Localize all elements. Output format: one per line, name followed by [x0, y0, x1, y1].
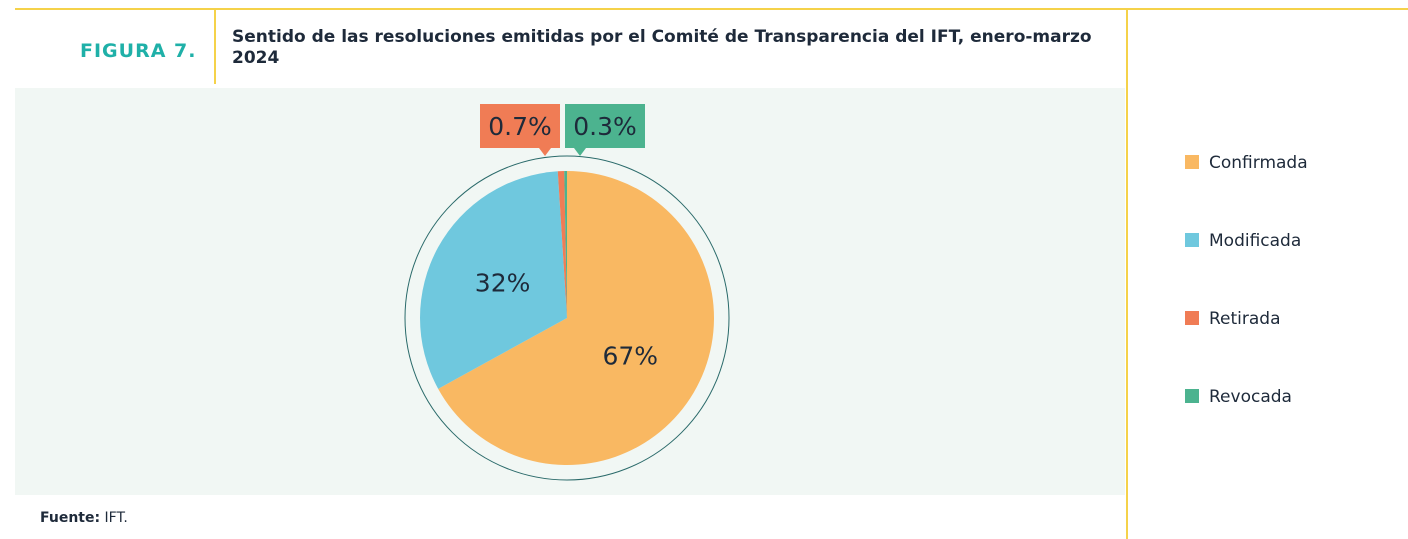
legend-swatch — [1185, 311, 1199, 325]
legend-swatch — [1185, 389, 1199, 403]
legend-label: Confirmada — [1209, 153, 1308, 173]
callout-pointer — [574, 148, 586, 156]
source-text: IFT. — [104, 510, 128, 526]
data-label: 0.7% — [488, 112, 552, 141]
legend-label: Revocada — [1209, 387, 1292, 407]
legend-swatch — [1185, 155, 1199, 169]
pie-slice — [557, 171, 567, 318]
header-divider — [214, 8, 216, 84]
figure-label: FIGURA 7. — [80, 40, 197, 62]
source: Fuente: IFT. — [40, 510, 128, 526]
legend-label: Retirada — [1209, 309, 1281, 329]
pie-slice — [420, 171, 567, 389]
data-label: 32% — [475, 269, 531, 298]
data-label: 67% — [602, 341, 658, 370]
pie-slice — [564, 171, 567, 318]
legend-swatch — [1185, 233, 1199, 247]
pie-slice — [438, 170, 714, 466]
data-label: 0.3% — [573, 112, 637, 141]
callout-box — [480, 104, 560, 148]
chart-title: Sentido de las resoluciones emitidas por… — [232, 27, 1092, 68]
pie-ring — [404, 155, 730, 481]
source-label: Fuente: — [40, 510, 101, 526]
legend-label: Modificada — [1209, 231, 1301, 251]
top-rule — [15, 8, 1408, 10]
callout-pointer — [539, 148, 551, 156]
legend-divider — [1126, 8, 1128, 539]
callout-box — [565, 104, 645, 148]
